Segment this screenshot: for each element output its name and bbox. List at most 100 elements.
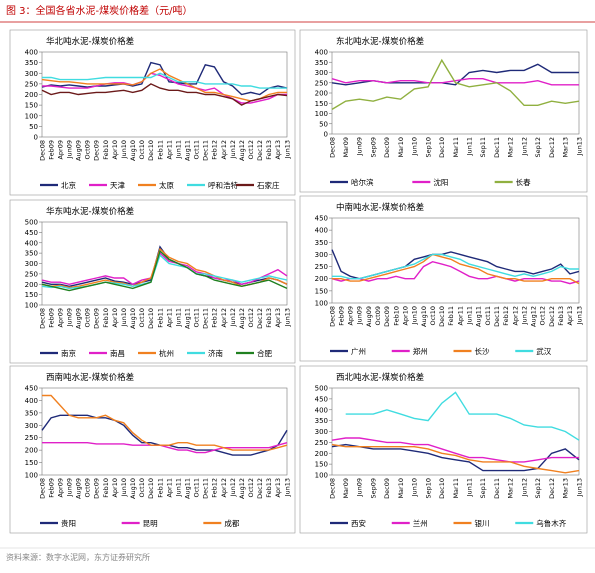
x-tick-label: Dec11 [202,478,210,499]
x-tick-label: Apr12 [220,140,228,160]
x-tick-label: Oct09 [84,308,92,328]
series-line [41,68,287,102]
x-tick-label: Feb12 [211,308,219,328]
y-tick-label: 350 [25,59,38,67]
x-tick-label: Feb13 [265,140,273,160]
x-tick-label: Apr09 [56,308,64,328]
x-tick-label: Apr10 [111,140,119,160]
x-tick-label: Feb12 [211,478,219,498]
x-tick-label: Jun12 [229,140,237,159]
x-tick-label: Jun13 [283,140,291,159]
y-tick-label: 100 [25,112,38,120]
x-tick-label: Feb09 [337,306,345,326]
chart-frame [9,29,296,196]
legend-label: 贵阳 [61,518,76,528]
x-tick-label: Aug10 [129,140,137,161]
x-tick-label: Dec09 [93,140,101,161]
y-tick-label: 350 [315,239,328,247]
x-tick-label: Feb11 [447,306,455,326]
x-tick-label: Dec08 [38,308,46,329]
y-tick-label: 100 [315,472,328,480]
y-tick-label: 250 [315,263,328,271]
x-tick-label: Sep12 [534,137,542,158]
y-tick-label: 350 [25,409,38,417]
legend-label: 石家庄 [257,180,280,190]
x-tick-label: Apr11 [165,308,173,328]
x-tick-label: Dec11 [202,140,210,161]
y-tick-label: 300 [25,422,38,430]
x-tick-label: Dec11 [202,308,210,329]
x-tick-label: Dec10 [438,137,446,158]
x-tick-label: Feb11 [156,308,164,328]
y-tick-label: 200 [25,91,38,99]
chart-frame [299,29,588,193]
y-tick-label: 500 [25,219,38,227]
legend-label: 长沙 [475,346,490,356]
x-tick-label: Jun11 [466,306,474,325]
x-tick-label: Feb09 [47,140,55,160]
y-tick-label: 0 [34,134,38,142]
x-tick-label: Feb13 [265,478,273,498]
x-tick-label: Apr12 [220,308,228,328]
x-tick-label: Jun12 [229,308,237,327]
x-tick-label: Feb13 [265,308,273,328]
y-tick-label: 100 [315,300,328,308]
y-tick-label: 250 [315,439,328,447]
x-tick-label: Dec11 [493,478,501,499]
x-tick-label: Jun10 [411,478,419,497]
source-note: 资料来源：数字水泥网，东方证券研究所 [6,552,150,562]
x-tick-label: Jun09 [356,137,364,156]
y-tick-label: 150 [25,102,38,110]
x-tick-label: Oct11 [193,478,201,498]
series-line [332,253,579,280]
x-tick-label: Mar10 [397,478,405,499]
x-tick-label: Dec08 [38,140,46,161]
legend-label: 广州 [351,346,366,356]
legend-label: 济南 [208,348,223,358]
y-tick-label: 250 [25,270,38,278]
x-tick-label: Dec12 [256,308,264,329]
x-tick-label: Jun11 [174,308,182,327]
x-tick-label: Dec10 [147,308,155,329]
y-tick-label: 150 [25,291,38,299]
series-line [41,83,288,106]
series-line [42,394,288,451]
x-tick-label: Jun10 [120,140,128,159]
x-tick-label: Feb10 [102,140,110,160]
legend-label: 杭州 [159,348,174,358]
x-tick-label: Oct10 [429,306,437,326]
page-title: 图 3：全国各省水泥-煤炭价格差（元/吨） [6,4,193,17]
x-tick-label: Oct10 [138,140,146,160]
x-tick-label: Oct11 [193,308,201,328]
y-tick-label: 200 [315,275,328,283]
x-tick-label: Oct12 [247,140,255,160]
x-tick-label: Sep09 [370,478,378,499]
x-tick-label: Dec09 [383,137,391,158]
legend-label: 哈尔滨 [351,177,374,187]
legend-label: 沈阳 [433,177,448,187]
x-tick-label: Jun13 [283,308,291,327]
series-line [331,78,579,86]
legend-label: 长春 [516,177,531,187]
y-tick-label: 450 [25,229,38,237]
y-tick-label: 150 [25,459,38,467]
x-tick-label: Apr09 [56,140,64,160]
y-tick-label: 200 [315,450,328,458]
x-tick-label: Mar11 [452,137,460,158]
y-tick-label: 50 [29,123,38,131]
x-tick-label: Aug12 [238,478,246,499]
legend-label: 西安 [351,518,366,528]
x-tick-label: Apr09 [56,478,64,498]
y-tick-label: 450 [315,215,328,223]
y-tick-label: 400 [25,239,38,247]
y-tick-label: 200 [25,447,38,455]
x-tick-label: Apr12 [220,478,228,498]
plot-area [331,217,580,304]
x-tick-label: Dec12 [256,478,264,499]
y-tick-label: 350 [315,59,328,67]
chart-title: 华北吨水泥-煤炭价格差 [46,36,134,47]
x-tick-label: Apr13 [274,478,282,498]
x-tick-label: Aug11 [184,308,192,329]
x-tick-label: Aug09 [365,306,373,327]
